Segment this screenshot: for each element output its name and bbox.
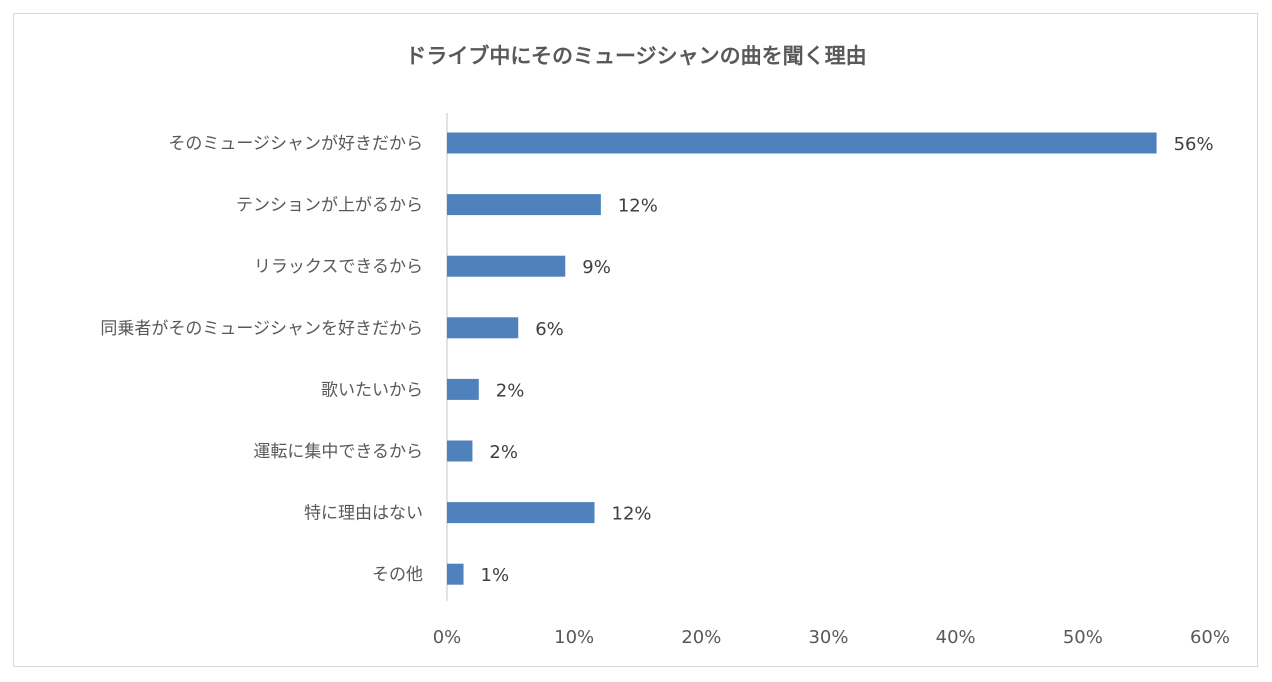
data-label: 2% xyxy=(489,442,518,463)
bar xyxy=(447,563,464,585)
x-tick-label: 10% xyxy=(554,627,594,648)
data-label: 12% xyxy=(618,196,658,217)
bar xyxy=(447,440,473,462)
category-label: テンションが上がるから xyxy=(236,196,423,216)
data-label: 9% xyxy=(582,257,611,278)
data-label: 1% xyxy=(481,565,510,586)
bar xyxy=(447,132,1157,154)
x-tick-label: 20% xyxy=(681,627,721,648)
category-label: 特に理由はない xyxy=(304,504,423,524)
data-label: 12% xyxy=(612,504,652,525)
x-tick-label: 50% xyxy=(1063,627,1103,648)
category-label: 同乗者がそのミュージシャンを好きだから xyxy=(100,319,423,339)
data-label: 56% xyxy=(1174,134,1214,155)
bar xyxy=(447,378,479,400)
bar xyxy=(447,502,595,524)
category-label: リラックスできるから xyxy=(254,257,423,277)
bar xyxy=(447,317,519,339)
category-label: 歌いたいから xyxy=(321,380,423,400)
data-label: 6% xyxy=(535,319,564,340)
category-label: 運転に集中できるから xyxy=(253,442,423,462)
data-label: 2% xyxy=(496,380,525,401)
x-tick-label: 40% xyxy=(936,627,976,648)
chart-frame xyxy=(13,13,1258,667)
bar xyxy=(447,194,601,216)
x-tick-label: 0% xyxy=(433,627,462,648)
bar xyxy=(447,255,566,277)
category-label: そのミュージシャンが好きだから xyxy=(168,134,423,154)
category-label: その他 xyxy=(372,565,423,585)
chart-title: ドライブ中にそのミュージシャンの曲を聞く理由 xyxy=(405,44,867,68)
x-tick-label: 60% xyxy=(1190,627,1230,648)
x-tick-label: 30% xyxy=(808,627,848,648)
